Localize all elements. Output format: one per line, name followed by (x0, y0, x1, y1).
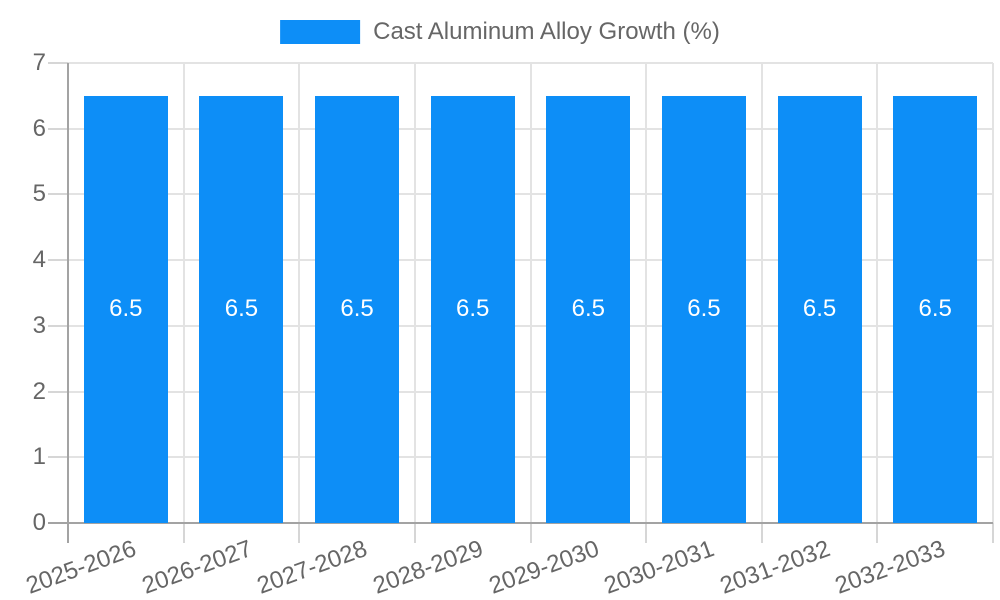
bar-value-label: 6.5 (109, 295, 143, 323)
legend-label: Cast Aluminum Alloy Growth (%) (373, 18, 720, 45)
x-tick (67, 523, 69, 543)
bar[interactable] (315, 95, 400, 523)
x-gridline (529, 63, 532, 523)
x-axis-label: 2027-2028 (253, 535, 371, 600)
bar-value-label: 6.5 (802, 295, 837, 323)
bar-value-label: 6.5 (456, 295, 490, 323)
x-axis-label: 2028-2029 (369, 535, 487, 600)
y-tick (48, 62, 68, 64)
x-axis-label: 2025-2026 (22, 535, 140, 600)
y-tick (48, 390, 68, 393)
y-axis-label: 4 (32, 246, 46, 274)
x-gridline (876, 63, 879, 523)
x-tick (992, 523, 994, 543)
x-gridline (760, 63, 763, 523)
y-axis-label: 6 (32, 114, 46, 142)
x-tick (529, 523, 532, 543)
legend-item[interactable]: Cast Aluminum Alloy Growth (%) (280, 18, 720, 46)
y-axis-line (67, 63, 69, 523)
y-axis-label: 2 (32, 377, 46, 405)
y-axis-label: 1 (32, 443, 46, 471)
x-axis-label: 2026-2027 (138, 535, 256, 600)
bar[interactable] (777, 95, 862, 523)
y-axis-label: 5 (32, 180, 46, 208)
x-axis-label: 2029-2030 (485, 535, 603, 600)
bar[interactable] (83, 95, 168, 523)
x-tick (760, 523, 763, 543)
bar[interactable] (546, 95, 631, 523)
bar-value-label: 6.5 (571, 295, 605, 323)
y-axis-label: 7 (32, 49, 46, 76)
x-gridline (413, 63, 416, 523)
x-axis-label: 2032-2033 (831, 535, 950, 600)
y-tick (48, 324, 68, 327)
x-tick (876, 523, 879, 543)
bar[interactable] (893, 95, 978, 523)
y-tick (48, 522, 68, 524)
y-tick (48, 193, 68, 196)
x-tick (645, 523, 648, 543)
x-axis-line (68, 522, 993, 524)
x-gridline (645, 63, 648, 523)
y-axis-label: 0 (32, 509, 46, 536)
y-tick (48, 259, 68, 262)
bar[interactable] (661, 95, 746, 523)
x-tick (182, 523, 185, 543)
x-gridline (298, 63, 301, 523)
x-tick (413, 523, 416, 543)
bar-value-label: 6.5 (918, 295, 952, 323)
bar[interactable] (430, 95, 515, 523)
x-gridline (182, 63, 185, 523)
y-tick (48, 127, 68, 130)
y-axis-label: 3 (32, 311, 46, 339)
bar-value-label: 6.5 (687, 295, 721, 323)
x-gridline (992, 63, 994, 523)
legend-color-swatch (280, 20, 361, 44)
y-tick (48, 456, 68, 459)
x-axis-label: 2030-2031 (600, 535, 718, 600)
x-axis-label: 2031-2032 (716, 535, 834, 600)
bar-value-label: 6.5 (340, 295, 374, 323)
x-tick (298, 523, 301, 543)
bar-value-label: 6.5 (224, 295, 259, 323)
bar[interactable] (199, 95, 284, 523)
